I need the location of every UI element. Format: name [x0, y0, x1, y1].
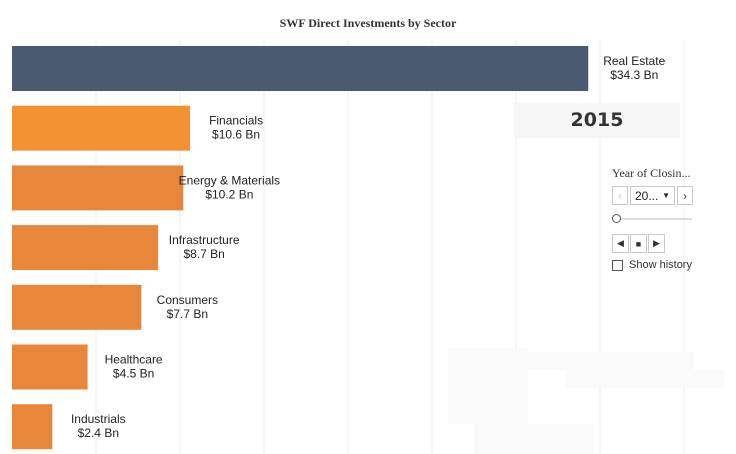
filter-title: Year of Closin...: [612, 166, 691, 180]
chevron-left-icon: ‹: [618, 188, 622, 203]
ghost-panel: [448, 348, 528, 424]
show-history-label: Show history: [629, 259, 692, 271]
value-label: $34.3 Bn: [610, 68, 658, 82]
step-back-icon: ◀: [617, 238, 624, 248]
prev-year-button[interactable]: ‹: [612, 186, 628, 205]
category-label: Energy & Materials: [179, 173, 280, 187]
next-year-button[interactable]: ›: [677, 186, 693, 205]
category-label: Healthcare: [105, 353, 163, 367]
play-icon: ▶: [653, 238, 660, 248]
category-label: Real Estate: [603, 54, 665, 68]
play-button[interactable]: ▶: [648, 234, 665, 253]
slider-track: [616, 218, 692, 220]
category-label: Industrials: [71, 412, 126, 426]
show-history-checkbox[interactable]: [612, 259, 623, 271]
value-label: $4.5 Bn: [113, 367, 154, 381]
category-label: Consumers: [157, 293, 218, 307]
caret-down-icon: ▼: [662, 191, 670, 200]
value-label: $8.7 Bn: [183, 247, 224, 261]
ghost-panel: [566, 370, 724, 388]
year-display: 2015: [514, 103, 680, 138]
value-label: $7.7 Bn: [167, 307, 208, 321]
category-label: Financials: [209, 114, 263, 128]
playback-controls: ◀ ■ ▶: [612, 234, 724, 253]
ghost-panel: [474, 424, 594, 454]
year-slider[interactable]: [612, 212, 692, 226]
bar-healthcare[interactable]: [12, 344, 88, 390]
step-back-button[interactable]: ◀: [612, 234, 629, 253]
value-label: $10.6 Bn: [212, 128, 260, 142]
show-history-toggle[interactable]: Show history: [612, 259, 724, 271]
stop-icon: ■: [635, 238, 642, 249]
chevron-right-icon: ›: [683, 188, 687, 203]
year-select-value: 20...: [635, 188, 659, 203]
bar-consumers[interactable]: [12, 284, 142, 330]
bar-industrials[interactable]: [12, 404, 53, 450]
bar-infrastructure[interactable]: [12, 225, 159, 271]
bar-financials[interactable]: [12, 105, 191, 151]
year-select[interactable]: 20... ▼: [630, 186, 675, 205]
bar-energy-materials[interactable]: [12, 165, 184, 211]
slider-thumb[interactable]: [612, 214, 621, 223]
chart-title: SWF Direct Investments by Sector: [279, 16, 457, 30]
value-label: $2.4 Bn: [78, 426, 119, 440]
ghost-panel: [528, 352, 694, 370]
year-nav-row: ‹ 20... ▼ ›: [612, 185, 724, 206]
stop-button[interactable]: ■: [630, 234, 647, 253]
category-label: Infrastructure: [169, 233, 240, 247]
value-label: $10.2 Bn: [205, 187, 253, 201]
bar-real-estate[interactable]: [12, 46, 589, 91]
year-filter-panel: Year of Closin... ‹ 20... ▼ › ◀ ■ ▶ Show…: [612, 166, 724, 271]
